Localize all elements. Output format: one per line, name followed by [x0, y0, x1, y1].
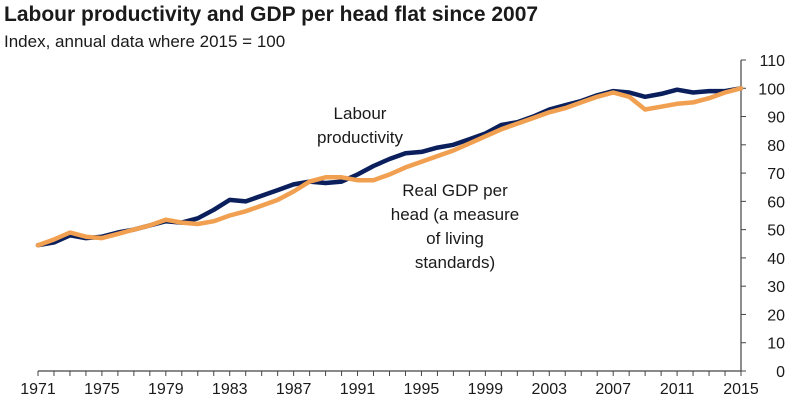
series-line-labour-productivity: [35, 86, 744, 248]
y-tick-label: 0: [776, 364, 785, 381]
x-tick-label: 1975: [84, 381, 120, 398]
series-layer: [35, 86, 744, 248]
y-tick-label: 110: [759, 53, 785, 70]
chart-subtitle: Index, annual data where 2015 = 100: [4, 32, 286, 51]
annotation-real-gdp-per-head: head (a measure: [391, 205, 520, 224]
y-tick-label: 30: [767, 279, 785, 296]
x-tick-label: 1987: [276, 381, 312, 398]
annotation-layer: Labour productivity Real GDP per head (a me…: [317, 104, 519, 272]
chart-axes: 1971 1975 1979 1983 1987 1991 1995 1999 2003 2007…: [20, 53, 785, 398]
x-tick-label: 1991: [340, 381, 376, 398]
x-tick-label: 1983: [212, 381, 248, 398]
chart-title: Labour productivity and GDP per head fla…: [4, 3, 539, 26]
x-tick-label: 1995: [404, 381, 440, 398]
annotation-labour-productivity: Labour: [334, 104, 387, 123]
annotation-real-gdp-per-head: of living: [426, 229, 484, 248]
y-tick-label: 70: [767, 166, 785, 183]
y-tick-label: 50: [767, 223, 785, 240]
y-tick-label: 90: [767, 110, 785, 127]
series-line-real-gdp-per-head: [35, 86, 744, 248]
y-tick-label: 100: [758, 81, 785, 98]
x-tick-label: 1971: [20, 381, 56, 398]
annotation-real-gdp-per-head: standards): [415, 253, 495, 272]
x-tick-label: 2007: [595, 381, 631, 398]
x-tick-label: 1999: [468, 381, 504, 398]
x-tick-label: 2003: [531, 381, 567, 398]
y-tick-label: 10: [767, 336, 785, 353]
y-tick-label: 40: [767, 251, 785, 268]
annotation-labour-productivity: productivity: [317, 128, 403, 147]
x-tick-label: 2011: [660, 381, 695, 398]
annotation-real-gdp-per-head: Real GDP per: [402, 181, 508, 200]
y-tick-label: 20: [767, 307, 785, 324]
y-tick-label: 80: [767, 138, 785, 155]
y-tick-label: 60: [767, 194, 785, 211]
x-tick-label: 2015: [723, 381, 759, 398]
x-tick-label: 1979: [148, 381, 184, 398]
